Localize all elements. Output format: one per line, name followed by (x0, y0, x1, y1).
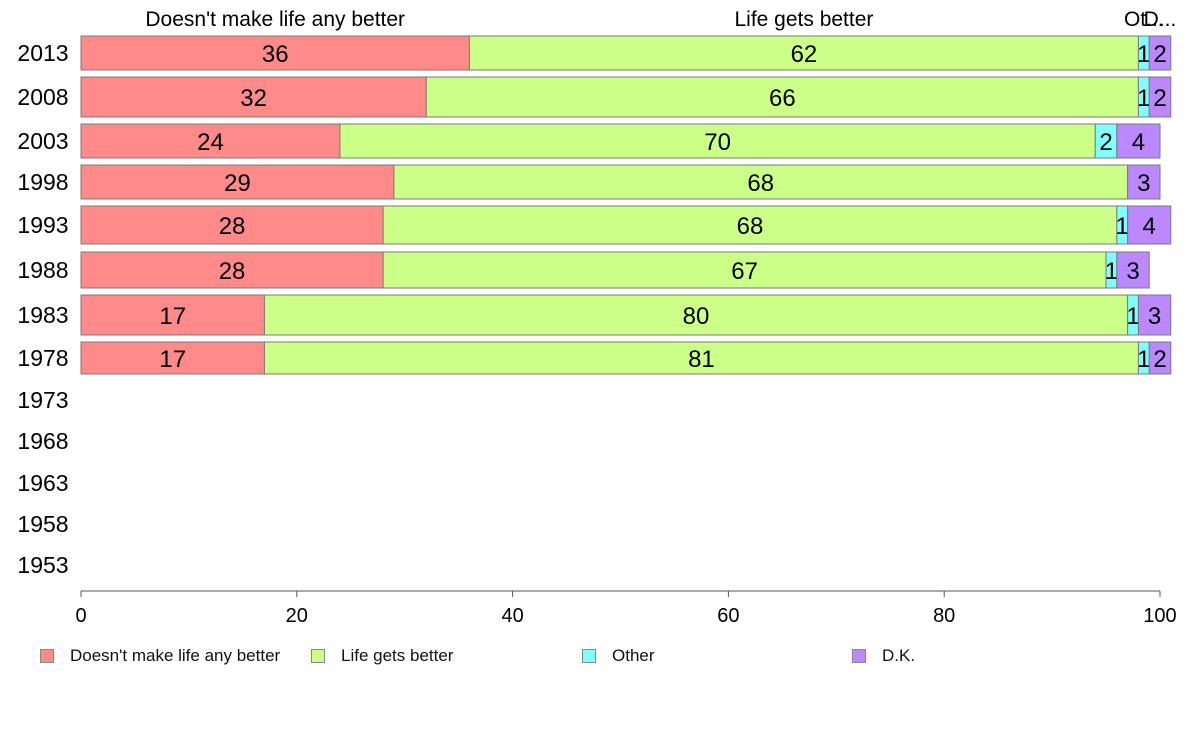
data-label: 2 (1153, 346, 1166, 373)
bar-segment (80, 251, 384, 289)
bar-segment (1116, 251, 1150, 289)
series-header-label: Doesn't make life any better (145, 8, 405, 31)
data-label: 2 (1099, 129, 1112, 156)
y-tick-label: 1953 (17, 552, 68, 578)
x-tick-label: 100 (1143, 605, 1176, 627)
bar-segment (1127, 205, 1172, 245)
bar-segment (80, 76, 427, 118)
legend-swatch (311, 649, 325, 663)
data-label: 1 (1137, 346, 1150, 373)
data-label: 70 (704, 129, 731, 156)
y-axis-labels: 2013 2008 2003 1998 1993 1988 1983 1978 1973 1968… (17, 40, 68, 578)
legend-item: Other (582, 646, 655, 666)
x-tick-label: 0 (75, 605, 86, 627)
legend-item: D.K. (852, 646, 915, 666)
bar-segment (382, 251, 1107, 289)
bar-segment (80, 164, 395, 200)
data-label: 66 (769, 85, 796, 112)
y-tick-label: 1993 (17, 212, 68, 238)
bar-segment (80, 123, 341, 159)
y-tick-label: 1978 (17, 345, 68, 371)
legend-label: Other (612, 646, 655, 665)
bar-segment (339, 123, 1096, 159)
y-tick-label: 1973 (17, 387, 68, 413)
stacked-bar-chart: Doesn't make life any better Life gets be… (17, 8, 1177, 627)
data-label: 1 (1105, 258, 1118, 285)
bar-segment (263, 341, 1139, 375)
data-label: 4 (1132, 129, 1145, 156)
bar-segment (1148, 341, 1172, 375)
bar-segment (382, 205, 1118, 245)
legend-swatch (852, 649, 866, 663)
y-tick-label: 1963 (17, 470, 68, 496)
bar-segment (1127, 164, 1161, 200)
bar-segment (393, 164, 1129, 200)
data-label: 68 (737, 213, 764, 240)
y-tick-label: 2003 (17, 128, 68, 154)
data-label: 3 (1137, 170, 1150, 197)
data-label: 24 (197, 129, 224, 156)
bar-segment (80, 341, 265, 375)
y-tick-label: 1968 (17, 428, 68, 454)
data-label: 1 (1126, 303, 1139, 330)
legend-label: D.K. (882, 646, 916, 665)
data-label: 4 (1143, 213, 1156, 240)
y-tick-label: 2013 (17, 40, 68, 66)
y-tick-label: 1983 (17, 302, 68, 328)
legend-item: Life gets better (311, 646, 453, 666)
legend-label: Doesn't make life any better (70, 646, 281, 665)
bar-segment (263, 294, 1129, 336)
data-label: 17 (159, 346, 186, 373)
data-label: 3 (1126, 258, 1139, 285)
y-tick-label: 1958 (17, 511, 68, 537)
y-tick-label: 1998 (17, 169, 68, 195)
data-label: 17 (159, 303, 186, 330)
legend-label: Life gets better (341, 646, 454, 665)
data-label: 36 (262, 41, 289, 68)
data-label: 2 (1153, 41, 1166, 68)
bar-segment (1148, 35, 1172, 71)
series-header-labels: Doesn't make life any better Life gets be… (145, 8, 1176, 31)
data-label: 3 (1148, 303, 1161, 330)
data-label: 68 (747, 170, 774, 197)
bar-segment (80, 205, 384, 245)
data-label: 67 (731, 258, 758, 285)
series-header-label: D... (1144, 8, 1177, 31)
x-tick-label: 40 (501, 605, 523, 627)
data-label: 62 (791, 41, 818, 68)
bar-segment (1137, 294, 1172, 336)
data-label: 2 (1153, 85, 1166, 112)
bars-group: 36 62 1 232 66 1 224 70 2 429 68 328 68 1 428 67 1 317 80 1… (80, 35, 1172, 375)
data-label: 80 (683, 303, 710, 330)
x-tick-label: 60 (717, 605, 739, 627)
data-label: 28 (219, 213, 246, 240)
series-header-label: Life gets better (734, 8, 873, 31)
data-label: 32 (240, 85, 267, 112)
data-label: 1 (1137, 85, 1150, 112)
series-header-label: Ot... (1124, 8, 1164, 31)
bar-segment (1116, 123, 1161, 159)
data-label: 1 (1116, 213, 1129, 240)
x-tick-label: 20 (286, 605, 308, 627)
data-label: 29 (224, 170, 251, 197)
bar-segment (468, 35, 1139, 71)
legend-item: Doesn't make life any better (40, 646, 280, 666)
bar-segment (80, 294, 265, 336)
data-label: 28 (219, 258, 246, 285)
x-tick-label: 80 (933, 605, 955, 627)
data-label: 81 (688, 346, 715, 373)
x-axis: 0 20 40 60 80 100 (75, 590, 1177, 627)
y-tick-label: 1988 (17, 257, 68, 283)
data-label: 1 (1137, 41, 1150, 68)
legend: Doesn't make life any better Life gets be… (0, 640, 1188, 670)
legend-swatch (40, 649, 54, 663)
bar-segment (1148, 76, 1172, 118)
y-tick-label: 2008 (17, 84, 68, 110)
legend-swatch (582, 649, 596, 663)
